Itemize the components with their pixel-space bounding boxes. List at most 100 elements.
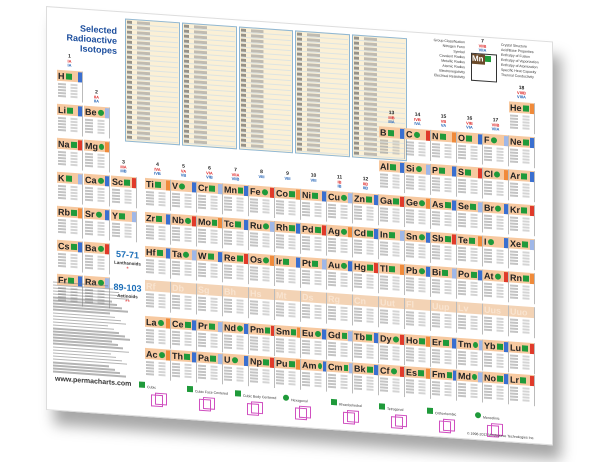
element-cell[interactable]: Tm bbox=[457, 337, 483, 371]
element-cell[interactable]: Li bbox=[57, 103, 83, 137]
element-cell[interactable]: Rg bbox=[327, 292, 353, 326]
element-cell[interactable]: Fe bbox=[249, 185, 275, 219]
element-cell[interactable]: Ho bbox=[405, 334, 431, 367]
element-cell[interactable]: Ag bbox=[327, 224, 353, 258]
element-cell[interactable]: N bbox=[431, 129, 457, 163]
element-cell[interactable]: Sc bbox=[111, 175, 137, 209]
element-cell[interactable]: Sb bbox=[431, 231, 457, 265]
element-cell[interactable]: Ta bbox=[171, 247, 197, 281]
element-cell[interactable]: Tl bbox=[379, 262, 405, 296]
element-cell[interactable]: Uuo bbox=[509, 305, 535, 339]
element-cell[interactable]: Ti bbox=[145, 177, 171, 211]
element-cell[interactable]: Pr bbox=[197, 319, 223, 353]
element-cell[interactable]: Sg bbox=[197, 283, 223, 317]
element-cell[interactable]: Bk bbox=[353, 362, 379, 396]
element-cell[interactable]: Rh bbox=[275, 221, 301, 254]
element-cell[interactable]: W bbox=[197, 249, 223, 283]
element-cell[interactable]: U bbox=[223, 353, 249, 387]
element-cell[interactable]: Ce bbox=[171, 317, 197, 351]
element-cell[interactable]: Ni bbox=[301, 188, 327, 222]
element-cell[interactable]: Pd bbox=[301, 222, 327, 256]
element-cell[interactable]: Se bbox=[457, 199, 483, 233]
element-cell[interactable]: Nb bbox=[171, 213, 197, 247]
element-cell[interactable]: Rb bbox=[57, 205, 83, 239]
element-cell[interactable]: Cd bbox=[353, 226, 379, 260]
element-cell[interactable]: At bbox=[483, 269, 509, 303]
element-cell[interactable]: No bbox=[483, 371, 509, 405]
element-cell[interactable]: As bbox=[431, 197, 457, 231]
element-cell[interactable]: Uut bbox=[379, 296, 405, 330]
element-cell[interactable]: Rf bbox=[145, 279, 171, 313]
element-cell[interactable]: Cs bbox=[57, 239, 83, 273]
element-cell[interactable]: Nd bbox=[223, 321, 249, 355]
element-cell[interactable]: Bi bbox=[431, 265, 457, 299]
element-cell[interactable]: Fm bbox=[431, 367, 457, 401]
element-cell[interactable]: C bbox=[405, 128, 431, 161]
element-cell[interactable]: Ds bbox=[301, 290, 327, 324]
element-cell[interactable]: Al bbox=[379, 160, 405, 194]
element-cell[interactable]: Fl bbox=[405, 298, 431, 331]
element-cell[interactable]: Es bbox=[405, 366, 431, 399]
element-cell[interactable]: Hs bbox=[249, 287, 275, 321]
element-cell[interactable]: Ir bbox=[275, 255, 301, 288]
element-cell[interactable]: La bbox=[145, 315, 171, 349]
element-cell[interactable]: Si bbox=[405, 162, 431, 195]
element-cell[interactable]: V bbox=[171, 179, 197, 213]
element-cell[interactable]: Xe bbox=[509, 237, 535, 271]
element-cell[interactable]: Ne bbox=[509, 135, 535, 169]
element-cell[interactable]: Am bbox=[301, 358, 327, 392]
element-cell[interactable]: Ga bbox=[379, 194, 405, 228]
element-cell[interactable]: Md bbox=[457, 369, 483, 403]
element-cell[interactable]: Uup bbox=[431, 299, 457, 333]
element-cell[interactable]: Kr bbox=[509, 203, 535, 237]
element-cell[interactable]: Cf bbox=[379, 364, 405, 398]
element-cell[interactable]: P bbox=[431, 163, 457, 197]
element-cell[interactable]: He bbox=[509, 101, 535, 135]
element-cell[interactable]: Mo bbox=[197, 215, 223, 249]
element-cell[interactable]: Hf bbox=[145, 245, 171, 279]
element-cell[interactable]: Te bbox=[457, 233, 483, 267]
element-cell[interactable]: Pt bbox=[301, 256, 327, 290]
element-cell[interactable]: K bbox=[57, 171, 83, 205]
element-cell[interactable]: Tc bbox=[223, 217, 249, 251]
element-cell[interactable]: Sm bbox=[275, 325, 301, 358]
element-cell[interactable]: Au bbox=[327, 258, 353, 292]
element-cell[interactable]: Br bbox=[483, 201, 509, 235]
element-cell[interactable]: Cn bbox=[353, 294, 379, 328]
element-cell[interactable]: Rn bbox=[509, 271, 535, 305]
element-cell[interactable]: Ba bbox=[84, 241, 110, 275]
element-cell[interactable]: Na bbox=[57, 137, 83, 171]
element-cell[interactable]: Dy bbox=[379, 332, 405, 366]
element-cell[interactable]: Db bbox=[171, 281, 197, 315]
element-cell[interactable]: H bbox=[57, 69, 83, 103]
element-cell[interactable]: Mg bbox=[84, 139, 110, 173]
element-cell[interactable]: Ca bbox=[84, 173, 110, 207]
element-cell[interactable]: Ac bbox=[145, 347, 171, 381]
element-cell[interactable]: Th bbox=[171, 349, 197, 383]
element-cell[interactable]: Lu bbox=[509, 341, 535, 375]
element-cell[interactable]: Yb bbox=[483, 339, 509, 373]
element-cell[interactable]: Cl bbox=[483, 167, 509, 201]
element-cell[interactable]: Be bbox=[84, 105, 110, 139]
element-cell[interactable]: Eu bbox=[301, 326, 327, 360]
element-cell[interactable]: O bbox=[457, 131, 483, 165]
element-cell[interactable]: Cr bbox=[197, 181, 223, 215]
element-cell[interactable]: Zr bbox=[145, 211, 171, 245]
element-cell[interactable]: S bbox=[457, 165, 483, 199]
element-cell[interactable]: In bbox=[379, 228, 405, 262]
element-cell[interactable]: Gd bbox=[327, 328, 353, 362]
element-cell[interactable]: Sr bbox=[84, 207, 110, 241]
element-cell[interactable]: Bh bbox=[223, 285, 249, 319]
element-cell[interactable]: B bbox=[379, 126, 405, 160]
element-cell[interactable]: Np bbox=[249, 355, 275, 389]
element-cell[interactable]: Uus bbox=[483, 303, 509, 337]
element-cell[interactable]: Ru bbox=[249, 219, 275, 253]
element-cell[interactable]: Tb bbox=[353, 330, 379, 364]
element-cell[interactable]: Pm bbox=[249, 323, 275, 357]
element-cell[interactable]: F bbox=[483, 133, 509, 167]
element-cell[interactable]: Mn bbox=[223, 183, 249, 217]
element-cell[interactable]: Y bbox=[111, 209, 137, 243]
element-cell[interactable]: Os bbox=[249, 253, 275, 287]
element-cell[interactable]: Cu bbox=[327, 190, 353, 224]
element-cell[interactable]: Sn bbox=[405, 230, 431, 263]
